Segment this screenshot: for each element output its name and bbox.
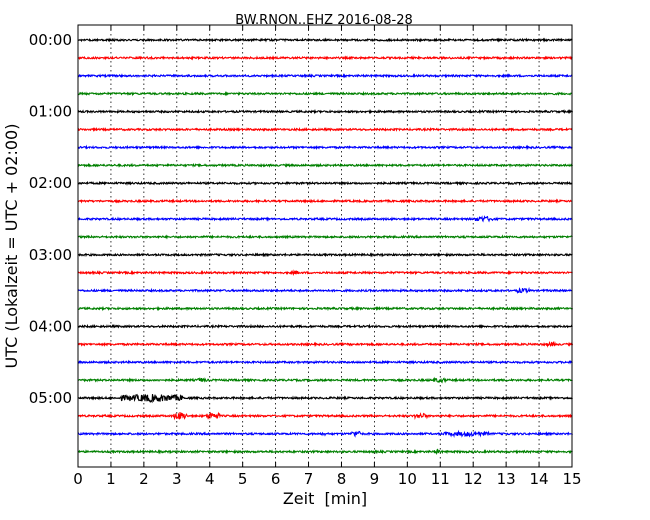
y-tick-label: 04:00 [29, 317, 72, 335]
trace-0415 [77, 340, 574, 348]
trace-0515 [77, 411, 573, 421]
x-tick-label: 5 [238, 470, 248, 488]
x-tick-label: 1 [106, 470, 116, 488]
x-tick-label: 15 [562, 470, 581, 488]
trace-0045 [77, 90, 573, 97]
trace-0200 [77, 180, 573, 187]
x-tick-label: 7 [304, 470, 314, 488]
trace-0030 [77, 73, 573, 79]
trace-0245 [77, 234, 573, 240]
trace-0430 [77, 359, 573, 365]
trace-0115 [77, 126, 573, 133]
x-tick-label: 8 [337, 470, 347, 488]
trace-0215 [77, 198, 573, 204]
y-tick-label: 01:00 [29, 103, 72, 121]
x-tick-label: 13 [497, 470, 516, 488]
x-axis-label: Zeit [min] [283, 489, 367, 508]
trace-0530 [77, 429, 573, 439]
trace-0545 [77, 448, 573, 456]
grid-lines [110, 25, 540, 467]
x-tick-label: 14 [530, 470, 549, 488]
trace-0145 [77, 162, 573, 168]
trace-0300 [77, 252, 573, 258]
x-tick-label: 3 [172, 470, 182, 488]
trace-0000 [77, 37, 573, 43]
trace-0400 [77, 323, 573, 330]
x-tick-label: 9 [370, 470, 380, 488]
x-tick-label: 11 [431, 470, 450, 488]
x-tick-label: 4 [205, 470, 215, 488]
y-tick-label: 00:00 [29, 31, 72, 49]
x-tick-label: 6 [271, 470, 281, 488]
x-tick-label: 12 [464, 470, 483, 488]
x-tick-label: 0 [73, 470, 83, 488]
y-axis-label: UTC (Lokalzeit = UTC + 02:00) [2, 124, 21, 369]
y-axis-ticks: 00:00 01:00 02:00 03:00 04:00 05:00 [29, 31, 572, 407]
trace-series [77, 37, 574, 456]
trace-0330 [77, 286, 573, 294]
trace-0015 [77, 55, 573, 61]
trace-0315 [77, 269, 573, 277]
trace-0445 [77, 376, 573, 384]
trace-0345 [77, 305, 574, 312]
x-tick-label: 10 [398, 470, 417, 488]
trace-0500 [77, 393, 573, 404]
plot-frame [77, 24, 573, 468]
y-tick-label: 05:00 [29, 389, 72, 407]
y-tick-label: 02:00 [29, 174, 72, 192]
x-tick-label: 2 [139, 470, 149, 488]
trace-0130 [77, 144, 573, 151]
y-tick-label: 03:00 [29, 246, 72, 264]
chart-title: BW.RNON..EHZ 2016-08-28 [235, 13, 413, 28]
trace-0230 [77, 215, 573, 223]
x-axis-ticks: 0 1 2 3 4 5 6 7 8 9 10 11 12 13 14 15 [73, 25, 582, 488]
trace-0100 [77, 108, 574, 115]
